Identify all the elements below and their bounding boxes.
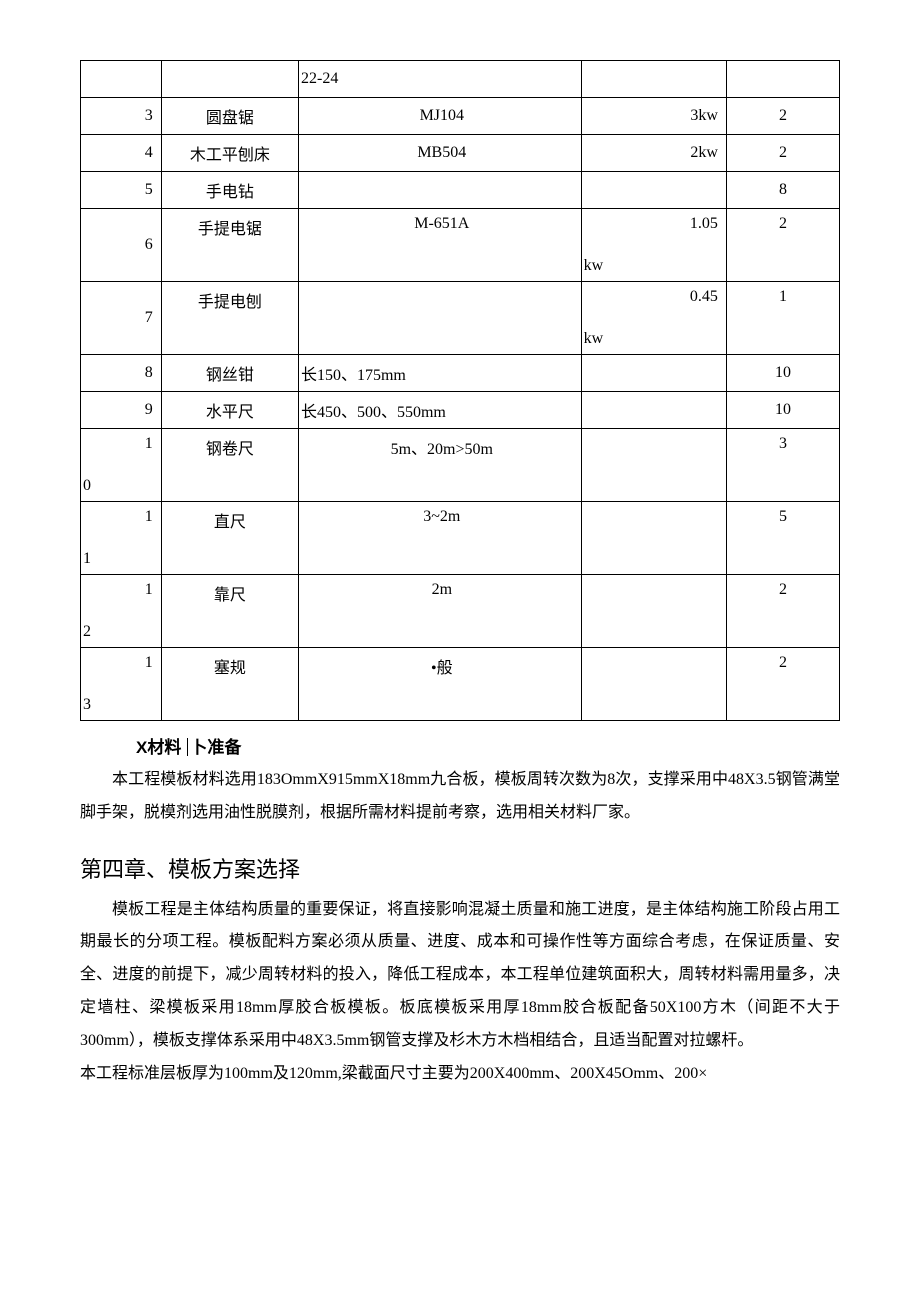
cell-qty: 1 — [726, 282, 839, 355]
cell-index — [81, 61, 162, 98]
chapter-4-heading: 第四章、模板方案选择 — [80, 852, 840, 884]
cell-spec: 22-24 — [298, 61, 581, 98]
table-row: 4木工平刨床MB5042kw2 — [81, 135, 840, 172]
cell-index: 10 — [81, 429, 162, 502]
table-row: 10钢卷尺5m、20m>50m3 — [81, 429, 840, 502]
cell-power: 0.45 kw — [581, 282, 726, 355]
cell-qty: 2 — [726, 648, 839, 721]
cell-index: 12 — [81, 575, 162, 648]
cell-index: 4 — [81, 135, 162, 172]
table-row: 11直尺3~2m5 — [81, 502, 840, 575]
cell-index: 5 — [81, 172, 162, 209]
cell-name: 钢丝钳 — [161, 355, 298, 392]
cell-qty: 2 — [726, 98, 839, 135]
cell-qty: 10 — [726, 392, 839, 429]
cell-spec: MJ104 — [298, 98, 581, 135]
cell-name: 木工平刨床 — [161, 135, 298, 172]
cell-power — [581, 172, 726, 209]
table-row: 3圆盘锯MJ1043kw2 — [81, 98, 840, 135]
cell-qty: 2 — [726, 209, 839, 282]
cell-index-top: 1 — [145, 435, 153, 453]
cell-power — [581, 575, 726, 648]
chapter-4-body: 模板工程是主体结构质量的重要保证，将直接影响混凝土质量和施工进度，是主体结构施工… — [80, 894, 840, 1091]
cell-spec — [298, 172, 581, 209]
table-row: 7手提电刨 0.45 kw 1 — [81, 282, 840, 355]
chapter-4-paragraph-2: 本工程标准层板厚为100mm及120mm,梁截面尺寸主要为200X400mm、2… — [80, 1058, 840, 1091]
cell-spec: 5m、20m>50m — [298, 429, 581, 502]
cell-qty — [726, 61, 839, 98]
cell-index-top: 1 — [145, 654, 153, 672]
cell-name: 塞规 — [161, 648, 298, 721]
cell-power — [581, 648, 726, 721]
cell-name: 圆盘锯 — [161, 98, 298, 135]
cell-index-bottom: 2 — [83, 623, 91, 641]
cell-index: 7 — [81, 282, 162, 355]
cell-index: 8 — [81, 355, 162, 392]
cell-spec: 长450、500、550mm — [298, 392, 581, 429]
table-row: 5手电钻 8 — [81, 172, 840, 209]
cell-qty: 8 — [726, 172, 839, 209]
cell-index: 6 — [81, 209, 162, 282]
cell-qty: 2 — [726, 135, 839, 172]
table-row: 13塞规•般2 — [81, 648, 840, 721]
cell-name: 手提电锯 — [161, 209, 298, 282]
materials-paragraph: 本工程模板材料选用183OmmX915mmX18mm九合板，模板周转次数为8次，… — [80, 764, 840, 830]
cell-index-bottom: 1 — [83, 550, 91, 568]
table-row: 22-24 — [81, 61, 840, 98]
table-row: 12靠尺2m2 — [81, 575, 840, 648]
cell-spec: 2m — [298, 575, 581, 648]
cell-index: 13 — [81, 648, 162, 721]
cell-index-top: 1 — [145, 581, 153, 599]
materials-heading: X材料卜准备 — [136, 733, 840, 758]
heading-separator — [187, 738, 188, 756]
cell-spec: 长150、175mm — [298, 355, 581, 392]
cell-power-value: 1.05 — [690, 215, 718, 233]
cell-spec — [298, 282, 581, 355]
cell-power — [581, 355, 726, 392]
heading-text-a: 材料 — [147, 738, 181, 757]
cell-index-bottom: 3 — [83, 696, 91, 714]
cell-name: 靠尺 — [161, 575, 298, 648]
cell-power — [581, 392, 726, 429]
cell-index-top: 1 — [145, 508, 153, 526]
table-row: 6手提电锯M-651A 1.05 kw 2 — [81, 209, 840, 282]
chapter-4-paragraph-1: 模板工程是主体结构质量的重要保证，将直接影响混凝土质量和施工进度，是主体结构施工… — [80, 894, 840, 1058]
cell-name — [161, 61, 298, 98]
cell-name: 直尺 — [161, 502, 298, 575]
cell-spec: 3~2m — [298, 502, 581, 575]
cell-power — [581, 61, 726, 98]
materials-paragraph-block: 本工程模板材料选用183OmmX915mmX18mm九合板，模板周转次数为8次，… — [80, 764, 840, 830]
equipment-table: 22-243圆盘锯MJ1043kw24木工平刨床MB5042kw25手电钻86手… — [80, 60, 840, 721]
cell-power: 1.05 kw — [581, 209, 726, 282]
cell-name: 水平尺 — [161, 392, 298, 429]
cell-index: 3 — [81, 98, 162, 135]
cell-name: 手电钻 — [161, 172, 298, 209]
cell-qty: 2 — [726, 575, 839, 648]
table-row: 9水平尺长450、500、550mm 10 — [81, 392, 840, 429]
cell-spec: •般 — [298, 648, 581, 721]
cell-spec: M-651A — [298, 209, 581, 282]
heading-text-b: 卜准备 — [190, 738, 241, 757]
table-row: 8钢丝钳长150、175mm 10 — [81, 355, 840, 392]
cell-power — [581, 502, 726, 575]
cell-power: 3kw — [581, 98, 726, 135]
cell-index: 9 — [81, 392, 162, 429]
cell-qty: 10 — [726, 355, 839, 392]
cell-name: 钢卷尺 — [161, 429, 298, 502]
cell-power: 2kw — [581, 135, 726, 172]
cell-spec: MB504 — [298, 135, 581, 172]
heading-x: X — [136, 738, 147, 757]
cell-qty: 3 — [726, 429, 839, 502]
cell-power — [581, 429, 726, 502]
cell-power-value: 0.45 — [690, 288, 718, 306]
cell-index-bottom: 0 — [83, 477, 91, 495]
cell-qty: 5 — [726, 502, 839, 575]
cell-power-unit: kw — [584, 330, 604, 348]
cell-power-unit: kw — [584, 257, 604, 275]
cell-index: 11 — [81, 502, 162, 575]
cell-name: 手提电刨 — [161, 282, 298, 355]
